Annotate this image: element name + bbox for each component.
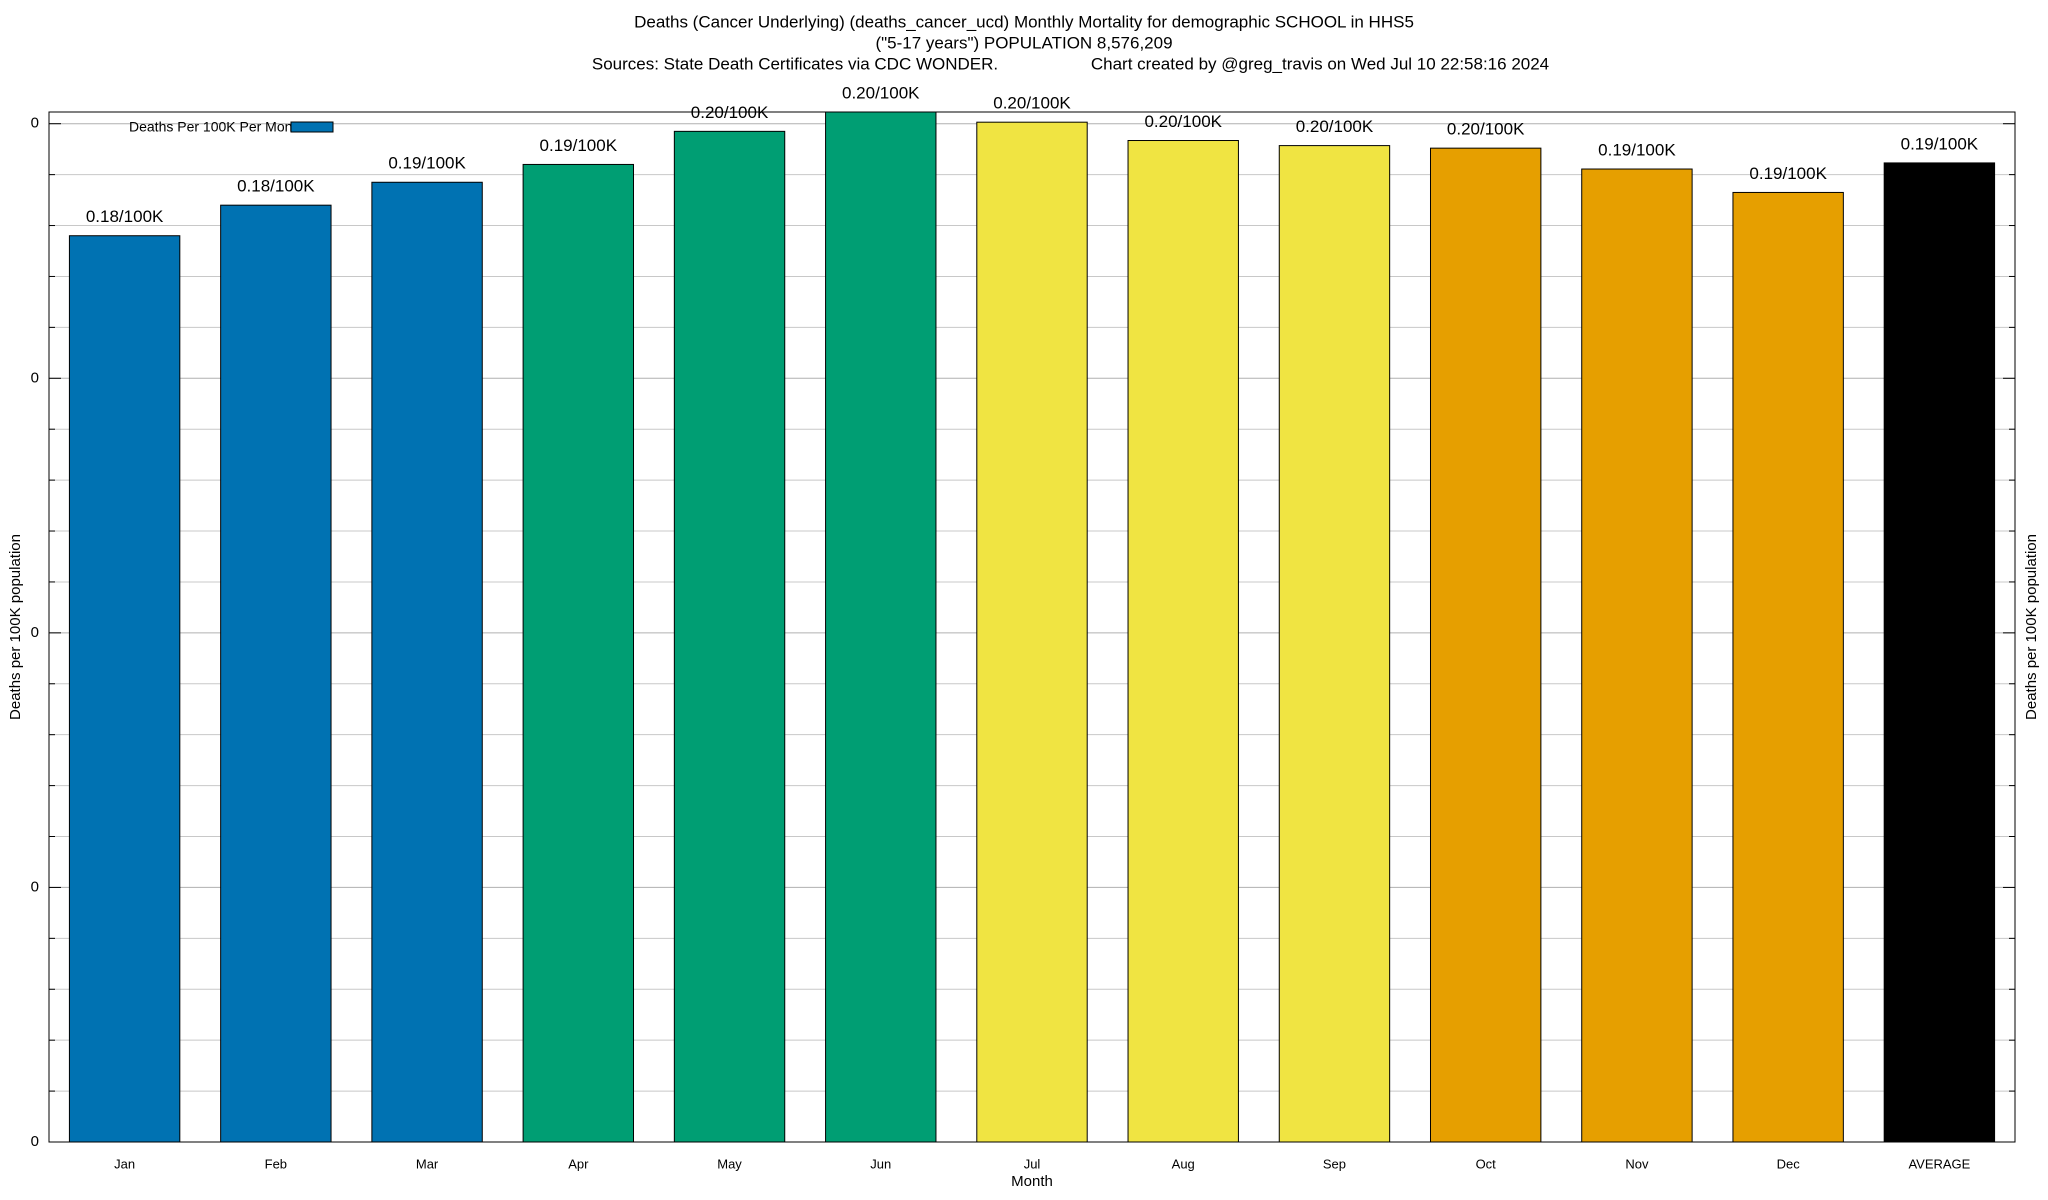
plot-frame (48, 111, 2016, 1143)
bar (1127, 140, 1239, 1143)
x-tick-label: Mar (416, 1156, 439, 1171)
y-tick-label: 0 (31, 115, 39, 132)
data-label: 0.20/100K (1144, 112, 1222, 131)
x-tick-label: Oct (1476, 1156, 1497, 1171)
bar (68, 235, 181, 1143)
x-tick-label: Feb (265, 1156, 287, 1171)
y-axis-label: Deaths per 100K population (7, 534, 24, 720)
data-label: 0.20/100K (1447, 120, 1525, 139)
x-tick-label: Jun (870, 1156, 891, 1171)
x-tick-label: AVERAGE (1908, 1156, 1970, 1171)
credit: Chart created by @greg_travis on Wed Jul… (1091, 54, 1549, 73)
x-tick-label: May (717, 1156, 742, 1171)
legend-label: Deaths Per 100K Per Month (129, 119, 304, 135)
y2-axis-label: Deaths per 100K population (2023, 534, 2040, 720)
y-tick-label: 0 (31, 369, 39, 386)
x-tick-label: Jan (114, 1156, 135, 1171)
y-tick-label: 0 (31, 1133, 39, 1150)
y-tick-label: 0 (31, 624, 39, 641)
y-tick-label: 0 (31, 878, 39, 895)
bar (976, 121, 1088, 1143)
chart-title: Deaths (Cancer Underlying) (deaths_cance… (634, 12, 1414, 31)
data-label: 0.19/100K (1749, 164, 1827, 183)
data-label: 0.18/100K (86, 207, 164, 226)
data-label: 0.19/100K (540, 136, 618, 155)
x-tick-label: Apr (568, 1156, 589, 1171)
bar (522, 163, 635, 1143)
bar (371, 181, 483, 1143)
x-tick-label: Nov (1625, 1156, 1649, 1171)
data-label: 0.20/100K (842, 83, 920, 102)
x-tick-label: Jul (1024, 1156, 1041, 1171)
chart-subtitle: ("5-17 years") POPULATION 8,576,209 (875, 33, 1172, 52)
x-tick-label: Aug (1172, 1156, 1195, 1171)
legend-swatch (290, 121, 334, 133)
bar (220, 204, 332, 1143)
data-label: 0.20/100K (1296, 117, 1374, 136)
bar (1883, 162, 1996, 1143)
bar (1581, 168, 1693, 1143)
data-label: 0.19/100K (1598, 141, 1676, 160)
data-label: 0.19/100K (1901, 134, 1979, 153)
bar (1732, 191, 1844, 1143)
bar (673, 130, 786, 1143)
bar (1429, 147, 1542, 1143)
x-tick-label: Sep (1323, 1156, 1346, 1171)
bar (825, 111, 937, 1143)
data-label: 0.19/100K (388, 154, 466, 173)
x-tick-label: Dec (1777, 1156, 1801, 1171)
data-label: 0.20/100K (993, 94, 1071, 113)
data-label: 0.18/100K (237, 177, 315, 196)
bar (1278, 145, 1391, 1143)
x-axis-label: Month (1011, 1173, 1053, 1190)
sources: Sources: State Death Certificates via CD… (592, 54, 998, 73)
